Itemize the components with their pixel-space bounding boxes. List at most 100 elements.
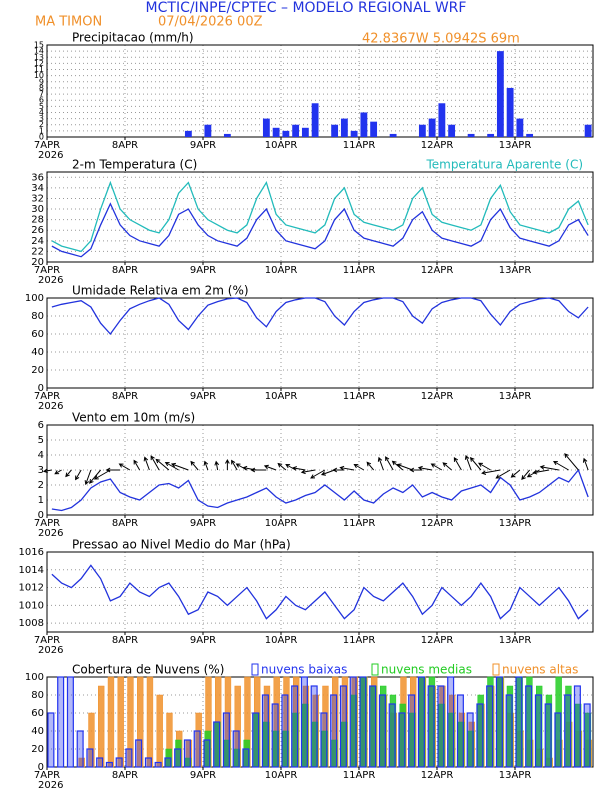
y-tick-label: 28 bbox=[31, 215, 44, 226]
cloud-bar bbox=[154, 761, 162, 768]
bar bbox=[262, 118, 270, 137]
x-tick-label: 11APR bbox=[343, 770, 376, 781]
wind-arrow bbox=[190, 460, 199, 471]
y-tick-label: 60 bbox=[31, 708, 44, 719]
year-label: 2026 bbox=[38, 150, 63, 161]
year-label: 2026 bbox=[38, 780, 63, 791]
bar bbox=[370, 121, 378, 137]
cloud-bar bbox=[525, 685, 533, 768]
bar bbox=[340, 118, 348, 137]
x-tick-label: 8APR bbox=[112, 770, 138, 781]
wind-arrow bbox=[65, 469, 72, 478]
x-tick-label: 13APR bbox=[499, 265, 532, 276]
wind-arrow bbox=[495, 469, 511, 479]
data-line bbox=[51, 564, 589, 620]
wind-arrow bbox=[164, 461, 179, 471]
year-label: 2026 bbox=[38, 645, 63, 656]
cloud-bar bbox=[156, 694, 163, 768]
x-tick-label: 10APR bbox=[265, 391, 298, 402]
data-line bbox=[51, 297, 589, 336]
wind-arrow bbox=[332, 467, 345, 473]
y-tick-label: 4 bbox=[39, 108, 44, 117]
x-tick-label: 7APR bbox=[34, 140, 60, 151]
wind-arrow bbox=[510, 469, 521, 478]
wind-arrow bbox=[453, 456, 462, 471]
wind-arrow bbox=[84, 469, 92, 486]
legend-box bbox=[492, 663, 500, 676]
x-tick-label: 9APR bbox=[190, 391, 216, 402]
y-tick-label: 100 bbox=[25, 293, 44, 304]
legend-label: nuvens baixas bbox=[261, 663, 347, 677]
page-title: MCTIC/INPE/CPTEC – MODELO REGIONAL WRF bbox=[146, 0, 467, 16]
y-tick-label: 30 bbox=[31, 204, 44, 215]
cloud-bar bbox=[222, 712, 230, 768]
bar bbox=[292, 124, 300, 137]
wind-arrow bbox=[478, 462, 491, 471]
panel-title: Umidade Relativa em 2m (%) bbox=[72, 284, 249, 298]
x-tick-label: 10APR bbox=[265, 770, 298, 781]
location: MA TIMON bbox=[35, 15, 102, 30]
cloud-bar bbox=[447, 676, 455, 768]
wind-arrow bbox=[391, 460, 404, 471]
bar bbox=[272, 127, 280, 137]
bar bbox=[487, 133, 495, 137]
x-tick-label: 9APR bbox=[190, 770, 216, 781]
cloud-bar bbox=[291, 685, 299, 768]
data-line bbox=[51, 180, 589, 253]
year-label: 2026 bbox=[38, 528, 63, 539]
cloud-bar bbox=[583, 703, 591, 768]
x-tick-label: 12APR bbox=[421, 635, 454, 646]
panel-title: Cobertura de Nuvens (%) bbox=[72, 663, 224, 677]
x-tick-label: 8APR bbox=[112, 265, 138, 276]
legend-box bbox=[371, 663, 379, 676]
y-tick-label: 40 bbox=[31, 726, 44, 737]
legend-label: nuvens altas bbox=[502, 663, 578, 677]
x-tick-label: 12APR bbox=[421, 770, 454, 781]
y-tick-label: 1014 bbox=[19, 565, 44, 576]
y-tick-label: 4 bbox=[38, 450, 44, 461]
bar bbox=[496, 51, 504, 138]
y-tick-label: 22 bbox=[31, 246, 44, 257]
wind-arrow bbox=[409, 467, 423, 473]
wind-arrow bbox=[526, 469, 540, 478]
y-tick-label: 11 bbox=[34, 65, 44, 74]
cloud-bar bbox=[47, 712, 55, 768]
wind-arrow bbox=[442, 462, 452, 471]
bar bbox=[438, 103, 446, 137]
wind-arrow bbox=[75, 469, 82, 481]
wind-arrow bbox=[353, 463, 365, 471]
cloud-bar bbox=[456, 694, 464, 768]
cloud-bar bbox=[378, 694, 386, 768]
bar bbox=[301, 127, 309, 137]
x-tick-label: 10APR bbox=[265, 140, 298, 151]
wind-arrow bbox=[539, 465, 559, 471]
y-tick-label: 0 bbox=[38, 383, 44, 394]
bar bbox=[418, 124, 426, 137]
cloud-bar bbox=[193, 730, 201, 768]
x-tick-label: 7APR bbox=[34, 518, 60, 529]
cloud-bar bbox=[437, 685, 445, 768]
cloud-bar bbox=[515, 676, 523, 768]
y-tick-label: 20 bbox=[31, 257, 44, 268]
cloud-bar bbox=[213, 721, 221, 768]
wind-arrow bbox=[89, 469, 102, 484]
data-line bbox=[51, 202, 589, 258]
wind-arrow bbox=[564, 453, 579, 471]
plot-frame bbox=[46, 551, 594, 633]
wind-arrow bbox=[521, 469, 531, 480]
wind-arrow bbox=[150, 455, 160, 471]
y-tick-label: 1010 bbox=[19, 600, 44, 611]
cloud-bar bbox=[544, 703, 552, 768]
wind-arrow bbox=[377, 456, 384, 471]
cloud-bar bbox=[271, 703, 279, 768]
bar bbox=[223, 133, 231, 137]
cloud-bar bbox=[144, 757, 152, 768]
cloud-bar bbox=[96, 757, 104, 768]
y-tick-label: 12 bbox=[34, 59, 44, 68]
y-tick-label: 100 bbox=[25, 672, 44, 683]
wind-arrow bbox=[464, 454, 472, 471]
cloud-bar bbox=[281, 694, 289, 768]
bar bbox=[428, 118, 436, 137]
cloud-bar bbox=[125, 748, 133, 768]
x-tick-label: 13APR bbox=[499, 391, 532, 402]
